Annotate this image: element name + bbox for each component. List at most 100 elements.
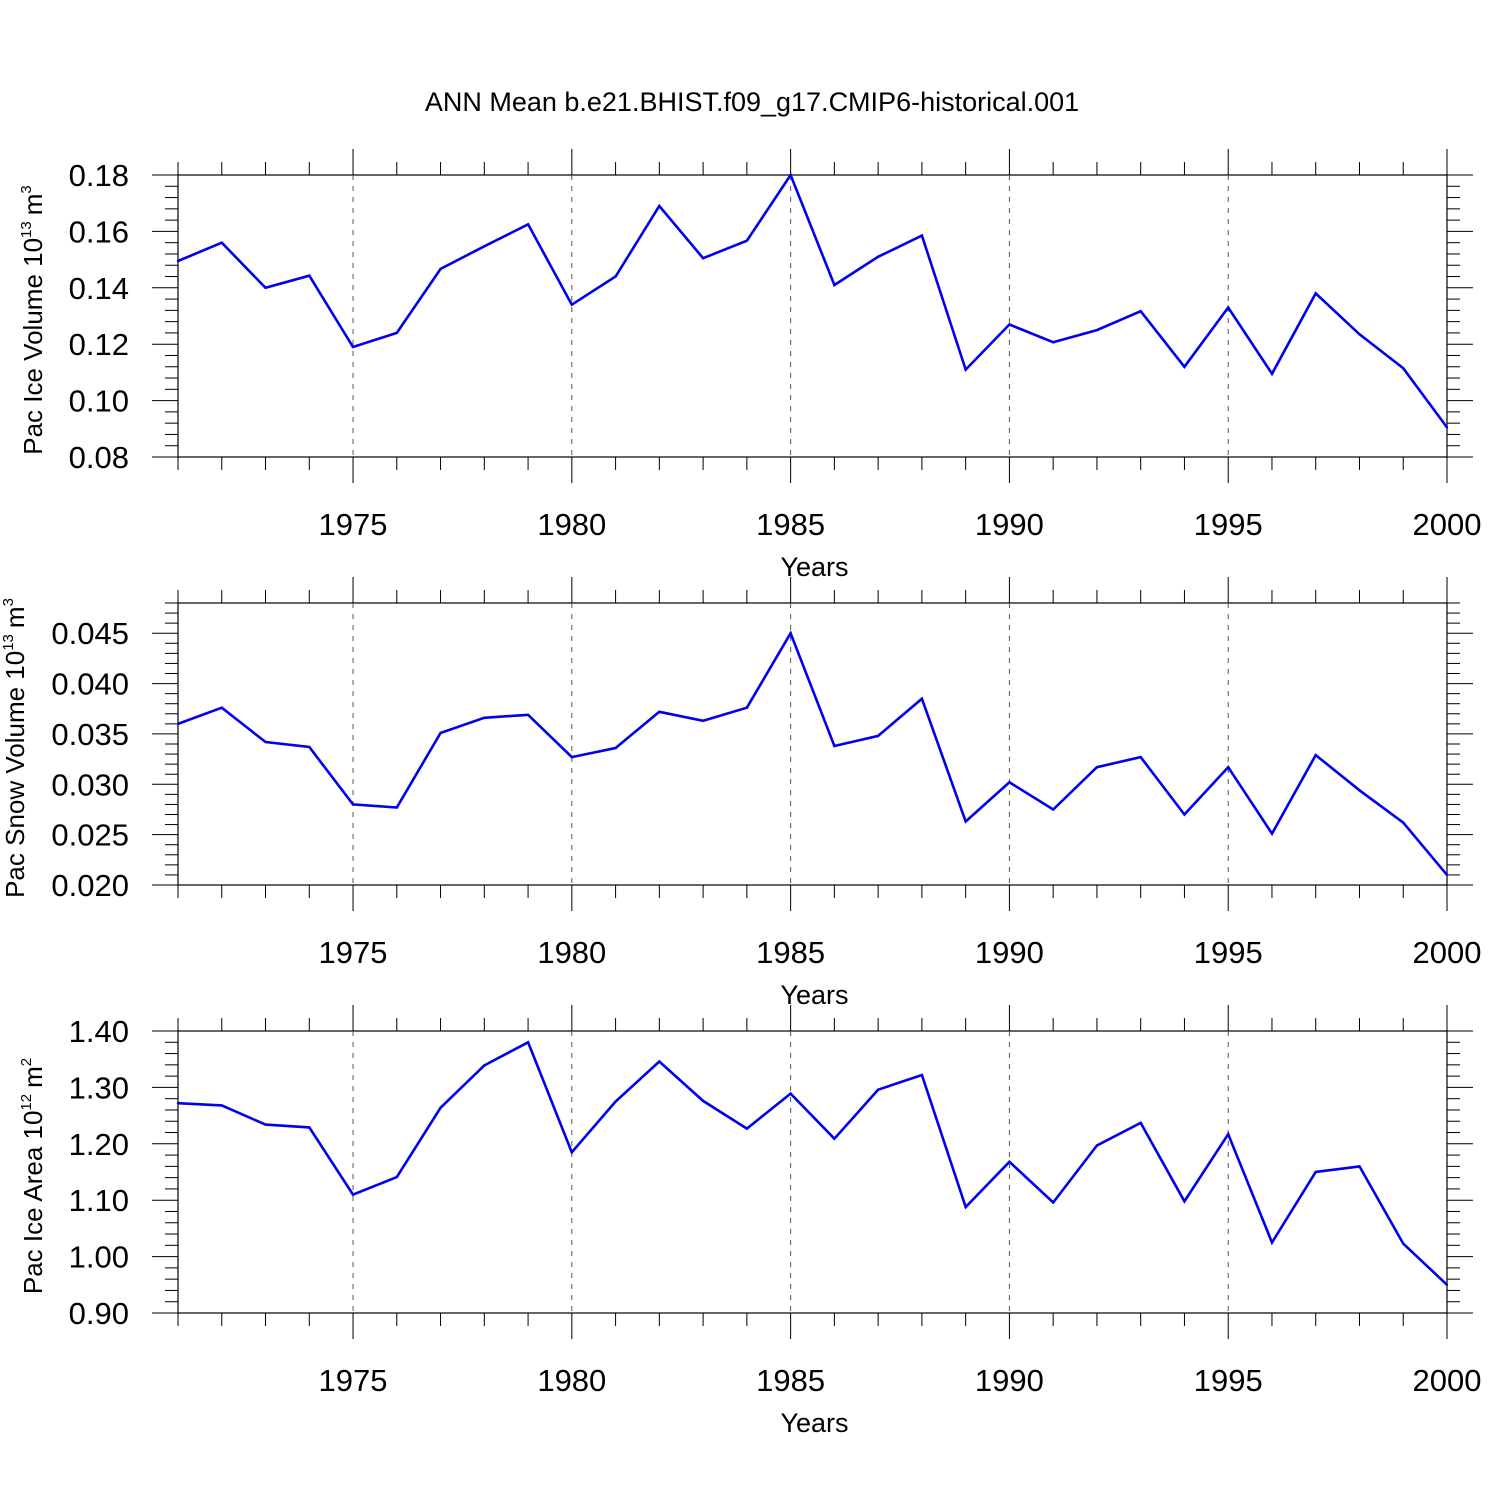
data-point (701, 719, 705, 723)
data-point (526, 223, 530, 226)
data-point (308, 1126, 311, 1129)
y-tick-label: 0.18 (69, 158, 129, 193)
data-point (308, 274, 311, 277)
y-axis-label-text: Pac Snow Volume 10 (0, 651, 30, 898)
y-tick-label: 0.14 (69, 271, 129, 306)
data-point (614, 1100, 617, 1103)
series-line (177, 1040, 1448, 1286)
data-point (1358, 789, 1361, 792)
data-point (1227, 306, 1230, 309)
data-point (1314, 1170, 1317, 1174)
data-point (264, 740, 267, 744)
data-point (876, 734, 880, 738)
data-point (745, 706, 749, 709)
data-point (833, 1137, 836, 1140)
x-tick-label: 2000 (1413, 935, 1482, 970)
x-tick-label: 1980 (537, 1363, 606, 1398)
data-point (351, 1193, 355, 1196)
data-point (1095, 765, 1099, 769)
y-tick-label: 1.00 (69, 1240, 129, 1275)
data-point (1051, 341, 1055, 344)
data-point (920, 234, 924, 237)
data-point (1008, 781, 1011, 784)
data-point (1358, 1165, 1361, 1168)
data-point (1358, 333, 1361, 336)
x-tick-label: 1985 (756, 507, 825, 542)
y-axis-label-text: Pac Ice Area 10 (18, 1111, 48, 1295)
y-axis-label-unit: m (18, 1066, 48, 1088)
x-tick-label: 1995 (1194, 507, 1263, 542)
data-point (439, 1106, 442, 1109)
data-point (1051, 1201, 1055, 1204)
data-point (1314, 292, 1317, 295)
data-point (176, 722, 180, 726)
y-axis-label-text: Pac Ice Volume 10 (18, 238, 48, 455)
data-point (789, 632, 792, 635)
data-point (614, 275, 617, 278)
y-tick-label: 1.40 (69, 1014, 129, 1049)
data-point (658, 1060, 661, 1063)
x-axis-label: Years (780, 1408, 848, 1438)
panels: 0.08 0.10 0.12 0.14 0.16 0.18 1975 1980 1985 1990… (0, 149, 1481, 1438)
data-point (1227, 1133, 1230, 1136)
x-tick-label: 1995 (1194, 1363, 1263, 1398)
y-tick-label: 0.90 (69, 1296, 129, 1331)
x-tick-label: 1980 (537, 935, 606, 970)
x-axis-label: Years (780, 980, 848, 1010)
data-point (351, 345, 355, 349)
data-point (964, 1205, 967, 1209)
x-tick-label: 1975 (319, 935, 388, 970)
data-point (964, 820, 967, 823)
data-point (483, 1064, 486, 1067)
data-point (439, 731, 442, 735)
y-tick-label: 0.030 (51, 767, 129, 802)
data-point (1270, 832, 1274, 835)
data-point (570, 1151, 574, 1154)
data-point (1139, 755, 1142, 759)
data-point (833, 283, 836, 287)
x-tick-label: 1980 (537, 507, 606, 542)
plot-frame (177, 1030, 1448, 1314)
data-point (1139, 310, 1142, 313)
data-point (614, 746, 617, 750)
data-point (439, 267, 442, 271)
data-point (395, 1175, 398, 1179)
data-point (264, 1123, 267, 1126)
data-point (920, 1073, 924, 1077)
x-tick-label: 1990 (975, 1363, 1044, 1398)
data-point (220, 241, 223, 244)
y-axis-label-unit-exponent: 3 (18, 185, 35, 193)
y-axis-label-exponent: 12 (18, 1094, 35, 1111)
data-point (395, 806, 398, 809)
data-point (1139, 1121, 1142, 1125)
data-point (1051, 808, 1055, 811)
data-point (920, 697, 924, 700)
data-point (1183, 813, 1186, 816)
y-axis-label-exponent: 13 (18, 221, 35, 238)
x-tick-label: 1990 (975, 935, 1044, 970)
panel-2: 0.020 0.025 0.030 0.035 0.040 0.045 1975 1980 19… (0, 577, 1481, 1010)
series-line (177, 172, 1449, 429)
x-tick-label: 1975 (319, 1363, 388, 1398)
data-point (1095, 1144, 1099, 1147)
data-point (1227, 765, 1230, 769)
data-point (395, 331, 398, 335)
x-axis-label: Years (780, 552, 848, 582)
data-point (833, 744, 836, 748)
y-tick-label: 1.30 (69, 1070, 129, 1105)
y-tick-label: 1.10 (69, 1183, 129, 1218)
x-tick-label: 1995 (1194, 935, 1263, 970)
data-point (526, 1041, 530, 1044)
y-axis-label-exponent: 13 (0, 634, 17, 651)
data-point (1008, 1160, 1011, 1164)
data-point (176, 1101, 180, 1105)
data-point (1445, 426, 1449, 429)
data-point (351, 803, 355, 806)
series-line (177, 630, 1448, 876)
data-point (570, 303, 574, 306)
data-point (658, 204, 661, 208)
data-point (483, 245, 486, 248)
data-point (220, 706, 223, 709)
y-tick-label: 0.16 (69, 214, 129, 249)
